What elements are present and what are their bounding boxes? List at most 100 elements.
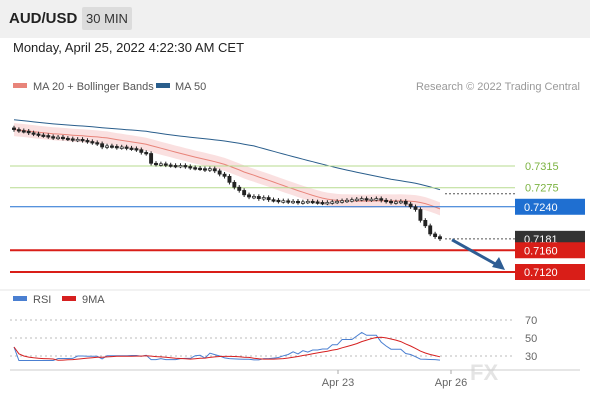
support-label-bg-0.7160: [515, 242, 585, 259]
candle-body: [222, 173, 227, 177]
candle-body: [109, 145, 114, 148]
forecast-arrow-shaft: [451, 238, 500, 268]
candle-body: [369, 198, 374, 202]
candle-body: [193, 167, 198, 170]
candle-body: [105, 145, 109, 148]
candle-body: [433, 233, 438, 238]
candle-body: [423, 220, 428, 227]
candle-body: [364, 198, 369, 201]
rsi-legend-label: RSI: [33, 294, 51, 306]
datetime-label: Monday, April 25, 2022 4:22:30 AM CET: [13, 40, 245, 55]
rsi-panel: 70 50 30: [10, 315, 537, 363]
candle-body: [21, 130, 26, 133]
candle-body: [379, 198, 384, 201]
candle-body: [428, 225, 433, 235]
x-tick-label: Apr 23: [322, 377, 354, 389]
rsi-ma-line: [13, 336, 441, 361]
candle-body: [315, 201, 320, 204]
overlay: [451, 238, 505, 270]
candle-body: [305, 200, 310, 204]
support-label-0.7120: 0.7120: [524, 267, 558, 279]
candle-body: [232, 181, 237, 188]
watermark: FX: [470, 360, 498, 385]
candle-body: [349, 199, 354, 202]
bollinger-bands: [13, 119, 441, 216]
candle-body: [95, 142, 100, 145]
candle-body: [438, 236, 442, 240]
candle-body: [100, 143, 105, 148]
candle-body: [41, 134, 46, 137]
candle-body: [359, 198, 364, 201]
ma50-legend-swatch: [156, 83, 170, 88]
candle-body: [12, 127, 16, 130]
ma20-line: [13, 129, 441, 210]
candle-body: [345, 199, 349, 203]
candle-body: [418, 209, 423, 221]
candle-body: [335, 200, 340, 204]
candles: [12, 125, 442, 242]
candle-body: [75, 139, 80, 142]
candle-body: [114, 146, 119, 149]
candle-body: [374, 198, 379, 201]
candle-body: [203, 168, 207, 171]
candle-body: [266, 197, 271, 201]
candle-body: [291, 200, 296, 204]
candle-body: [398, 200, 403, 204]
candle-body: [403, 200, 408, 205]
candle-body: [237, 186, 242, 191]
candle-body: [286, 200, 291, 203]
candle-body: [119, 146, 124, 149]
candle-body: [31, 132, 36, 135]
credit-text: Research © 2022 Trading Central: [416, 81, 580, 93]
resistance-label-0.7275: 0.7275: [525, 183, 559, 195]
candle-body: [134, 148, 139, 151]
rsi-ma-legend-swatch: [62, 296, 76, 301]
support-label-bg-0.7120: [515, 264, 585, 280]
candle-body: [158, 163, 163, 166]
pivot-label-bg: [515, 198, 585, 215]
candle-body: [46, 135, 51, 138]
candle-body: [251, 196, 256, 199]
candle-body: [413, 206, 418, 210]
candle-body: [124, 146, 129, 149]
ma20-legend-label: MA 20 + Bollinger Bands: [33, 81, 154, 93]
resistance-label-0.7315: 0.7315: [525, 161, 559, 173]
candle-body: [212, 168, 217, 172]
ma50-line: [13, 119, 441, 191]
candle-body: [227, 175, 232, 183]
bollinger-band-fill: [14, 123, 440, 216]
candle-body: [256, 196, 261, 199]
candle-body: [90, 141, 95, 144]
candle-body: [261, 197, 266, 200]
candle-body: [51, 136, 56, 139]
candle-body: [384, 199, 389, 203]
candle-body: [168, 164, 173, 167]
x-axis-ticks: Apr 23 Apr 26: [322, 370, 467, 389]
rsi-tick-30: 30: [525, 351, 537, 363]
rsi-line: [13, 331, 441, 361]
candle-body: [354, 198, 359, 202]
candle-body: [389, 200, 393, 204]
rsi-tick-70: 70: [525, 315, 537, 327]
candle-body: [80, 139, 85, 142]
candle-body: [310, 200, 315, 204]
candle-body: [300, 201, 305, 204]
timeframe-button[interactable]: 30 MIN: [82, 7, 132, 30]
candle-body: [217, 170, 222, 175]
candle-body: [183, 165, 188, 168]
candle-body: [129, 147, 134, 150]
candle-body: [276, 199, 281, 203]
symbol-label: AUD/USD: [9, 10, 78, 27]
candle-body: [207, 168, 212, 171]
forecast-arrow-head: [492, 257, 505, 270]
candle-body: [139, 149, 144, 153]
candle-body: [393, 201, 398, 204]
candle-body: [144, 152, 149, 155]
candle-body: [149, 153, 154, 164]
x-tick-label: Apr 26: [435, 377, 467, 389]
candle-body: [70, 138, 75, 141]
candle-body: [16, 129, 21, 132]
candle-body: [242, 190, 247, 196]
